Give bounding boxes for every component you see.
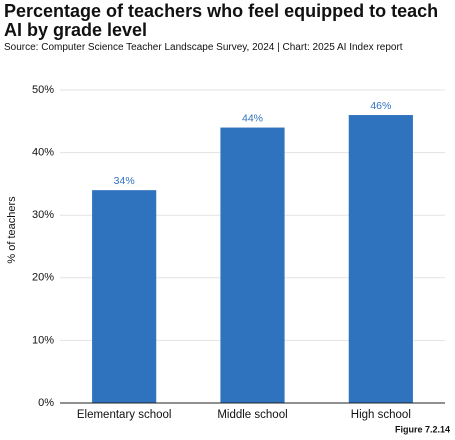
bar — [92, 190, 157, 403]
value-label: 46% — [370, 100, 391, 112]
chart-title: Percentage of teachers who feel equipped… — [4, 1, 439, 40]
y-tick-label: 10% — [32, 334, 54, 346]
bar — [220, 127, 285, 403]
value-label: 34% — [114, 175, 135, 187]
y-axis-label: % of teachers — [6, 196, 18, 264]
y-tick-label: 30% — [32, 209, 54, 221]
y-tick-label: 0% — [38, 397, 54, 409]
y-tick-label: 20% — [32, 272, 54, 284]
figure-label: Figure 7.2.14 — [395, 424, 450, 434]
x-tick-label: Middle school — [217, 409, 287, 421]
y-tick-label: 50% — [32, 84, 54, 96]
y-tick-label: 40% — [32, 147, 54, 159]
chart-subtitle: Source: Computer Science Teacher Landsca… — [4, 42, 403, 53]
x-tick-label: Elementary school — [77, 409, 172, 421]
bar — [348, 115, 413, 403]
value-label: 44% — [242, 112, 263, 124]
x-tick-label: High school — [351, 409, 411, 421]
